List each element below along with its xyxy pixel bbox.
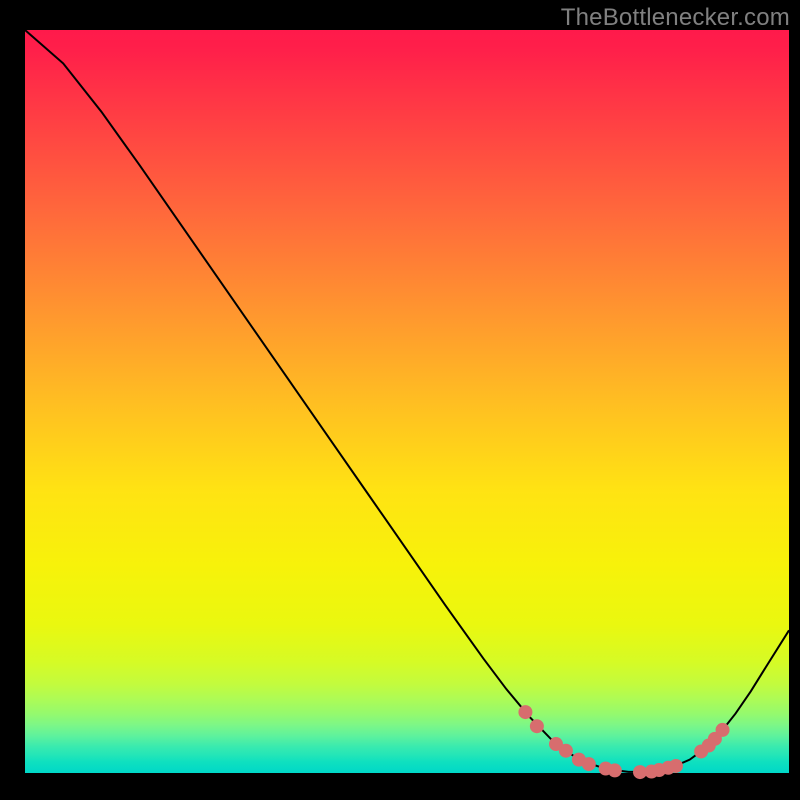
curve-marker	[559, 744, 573, 758]
curve-marker	[518, 705, 532, 719]
curve-marker	[530, 719, 544, 733]
curve-marker	[669, 759, 683, 773]
curve-marker	[716, 723, 730, 737]
watermark-label: TheBottlenecker.com	[561, 4, 790, 32]
plot-background	[25, 30, 789, 773]
chart-stage: TheBottlenecker.com	[0, 0, 800, 800]
curve-marker	[608, 763, 622, 777]
curve-marker	[582, 757, 596, 771]
bottleneck-curve-chart	[0, 0, 800, 800]
